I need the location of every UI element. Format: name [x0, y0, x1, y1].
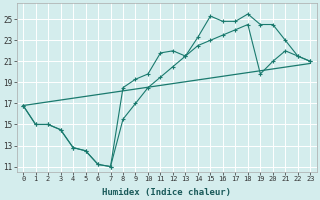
X-axis label: Humidex (Indice chaleur): Humidex (Indice chaleur) — [102, 188, 231, 197]
